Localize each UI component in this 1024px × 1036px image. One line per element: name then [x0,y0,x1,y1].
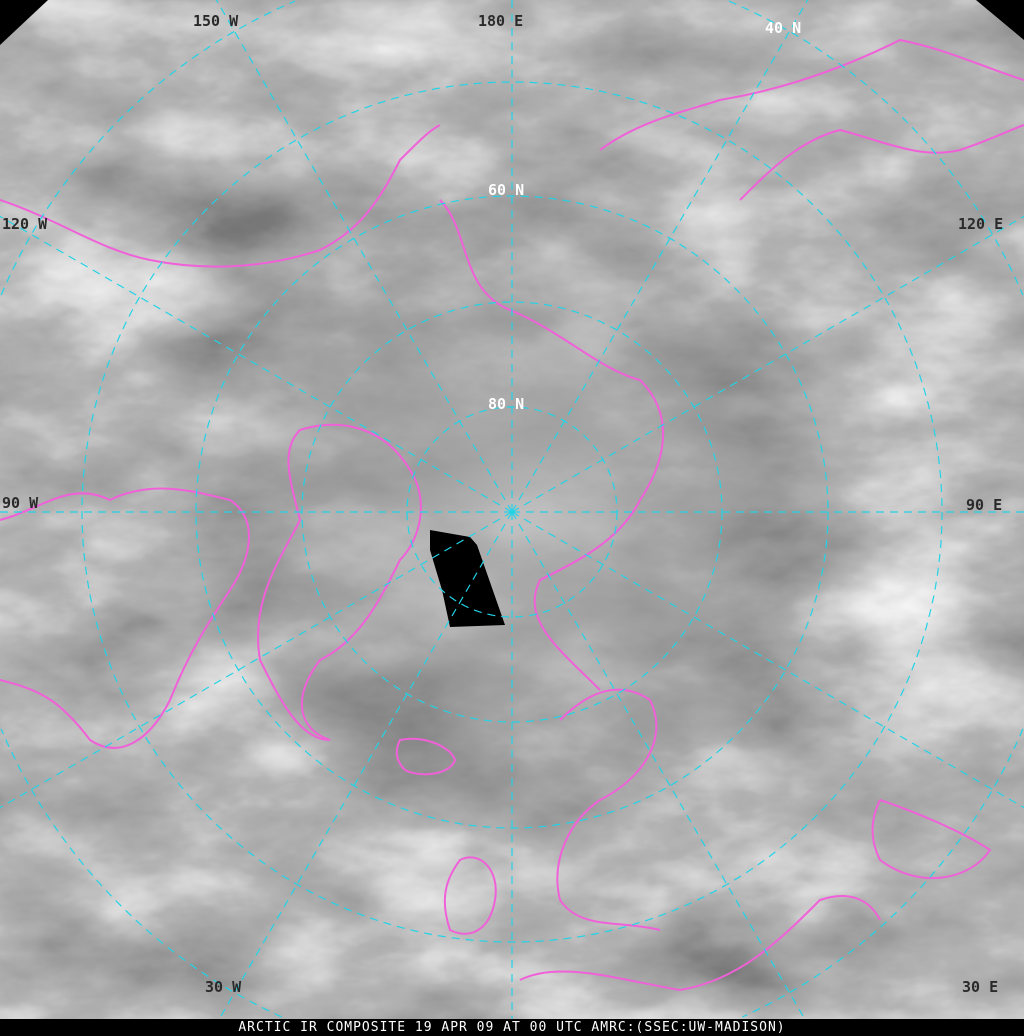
meridian-line [511,215,1024,513]
meridian-line [215,0,513,513]
label-80n: 80 N [488,395,524,413]
coastlines [0,38,1024,992]
corner-mask-right [976,0,1024,40]
label-180e: 180 E [478,12,523,30]
meridian-line [511,0,809,513]
label-120w: 120 W [2,215,48,233]
coastline-caspian [871,799,992,880]
label-30e: 30 E [962,978,998,996]
graticule-labels: 150 W 180 E 40 N 60 N 80 N 120 E 120 W 9… [2,12,1003,996]
coastline-canada [0,487,250,749]
label-40n: 40 N [765,19,801,37]
coastline-russia-east [599,38,1024,151]
label-90e: 90 E [966,496,1002,514]
label-120e: 120 E [958,215,1003,233]
coastline-greenland [257,423,422,741]
missing-data-patch [430,530,505,627]
corner-mask-left [0,0,48,45]
latitude-circle [195,195,829,829]
label-150w: 150 W [193,12,239,30]
label-60n: 60 N [488,181,524,199]
coastline-kamchatka [739,124,1024,201]
image-caption: ARCTIC IR COMPOSITE 19 APR 09 AT 00 UTC … [0,1019,1024,1036]
label-30w: 30 W [205,978,242,996]
coastline-europe-south [519,895,881,992]
coastline-scandinavia [556,688,661,931]
coastline-britain [443,856,497,935]
coastline-siberia [439,199,664,691]
meridian-line [511,511,1024,809]
coastline-iceland [395,737,457,776]
label-90w: 90 W [2,494,39,512]
coastline-alaska [0,124,441,268]
meridian-line [0,215,513,513]
meridian-line [0,511,513,809]
latitude-circle [81,81,943,943]
